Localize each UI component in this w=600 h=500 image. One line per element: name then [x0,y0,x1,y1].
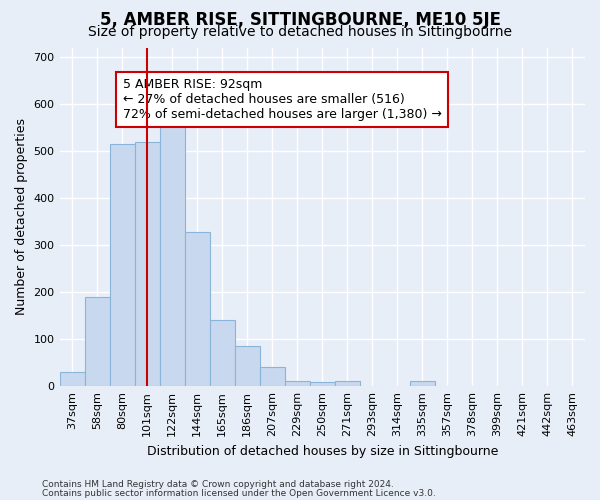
Text: Contains public sector information licensed under the Open Government Licence v3: Contains public sector information licen… [42,488,436,498]
Bar [134,142,160,386]
Bar [160,123,185,386]
Bar [59,372,85,386]
Text: Size of property relative to detached houses in Sittingbourne: Size of property relative to detached ho… [88,25,512,39]
Bar [85,297,110,386]
Bar [235,346,260,386]
Bar [185,232,209,386]
Bar [310,382,335,386]
Text: Contains HM Land Registry data © Crown copyright and database right 2024.: Contains HM Land Registry data © Crown c… [42,480,394,489]
Text: 5, AMBER RISE, SITTINGBOURNE, ME10 5JE: 5, AMBER RISE, SITTINGBOURNE, ME10 5JE [100,11,500,29]
Text: 5 AMBER RISE: 92sqm
← 27% of detached houses are smaller (516)
72% of semi-detac: 5 AMBER RISE: 92sqm ← 27% of detached ho… [122,78,442,121]
X-axis label: Distribution of detached houses by size in Sittingbourne: Distribution of detached houses by size … [146,444,498,458]
Bar [410,382,435,386]
Bar [209,320,235,386]
Bar [285,382,310,386]
Bar [260,368,285,386]
Bar [110,144,134,386]
Y-axis label: Number of detached properties: Number of detached properties [15,118,28,316]
Bar [335,382,360,386]
